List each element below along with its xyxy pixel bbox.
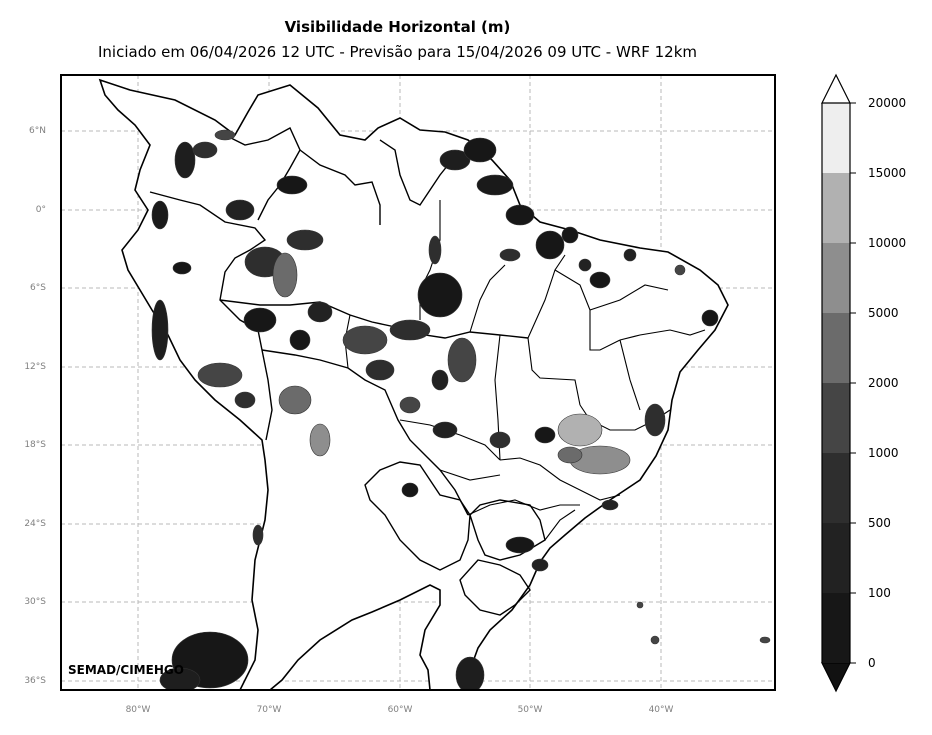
map-subtitle: Iniciado em 06/04/2026 12 UTC - Previsão… bbox=[97, 43, 698, 61]
colorbar-extend-high bbox=[821, 73, 851, 104]
lon-tick-label: 40°W bbox=[648, 705, 674, 715]
country-borders bbox=[149, 127, 546, 616]
colorbar-bin-2 bbox=[822, 453, 850, 523]
colorbar bbox=[821, 73, 856, 693]
continent-outline bbox=[98, 78, 729, 690]
visibility-fields bbox=[151, 129, 771, 690]
colorbar-bin-0 bbox=[822, 593, 850, 663]
lon-tick-label: 60°W bbox=[387, 705, 413, 715]
lat-tick-label: 24°S bbox=[24, 519, 46, 529]
lat-tick-label: 30°S bbox=[24, 597, 46, 607]
colorbar-bin-4 bbox=[822, 313, 850, 383]
lat-tick-label: 18°S bbox=[24, 440, 46, 450]
colorbar-tick-label: 20000 bbox=[868, 96, 907, 110]
lat-tick-label: 36°S bbox=[24, 676, 46, 686]
lat-tick-label: 0° bbox=[35, 205, 46, 215]
map-frame bbox=[60, 74, 776, 691]
credit-label: SEMAD/CIMEHGO bbox=[68, 663, 184, 677]
lon-tick-label: 70°W bbox=[256, 705, 282, 715]
colorbar-tick-label: 1000 bbox=[868, 446, 899, 460]
colorbar-tick-label: 10000 bbox=[868, 236, 907, 250]
map-title: Visibilidade Horizontal (m) bbox=[284, 18, 511, 36]
colorbar-tick-label: 2000 bbox=[868, 376, 899, 390]
lon-tick-label: 50°W bbox=[517, 705, 543, 715]
colorbar-bin-6 bbox=[822, 173, 850, 243]
lon-tick-label: 80°W bbox=[125, 705, 151, 715]
colorbar-tick-label: 500 bbox=[868, 516, 891, 530]
colorbar-tick-label: 0 bbox=[868, 656, 876, 670]
colorbar-tick-label: 15000 bbox=[868, 166, 907, 180]
lat-tick-label: 6°S bbox=[30, 283, 46, 293]
colorbar-bin-1 bbox=[822, 523, 850, 593]
lat-tick-label: 6°N bbox=[29, 126, 46, 136]
colorbar-bin-5 bbox=[822, 243, 850, 313]
colorbar-tick-label: 100 bbox=[868, 586, 891, 600]
lat-tick-label: 12°S bbox=[24, 362, 46, 372]
colorbar-bin-7 bbox=[822, 103, 850, 173]
colorbar-extend-low bbox=[821, 662, 851, 693]
colorbar-bin-3 bbox=[822, 383, 850, 453]
colorbar-tick-label: 5000 bbox=[868, 306, 899, 320]
